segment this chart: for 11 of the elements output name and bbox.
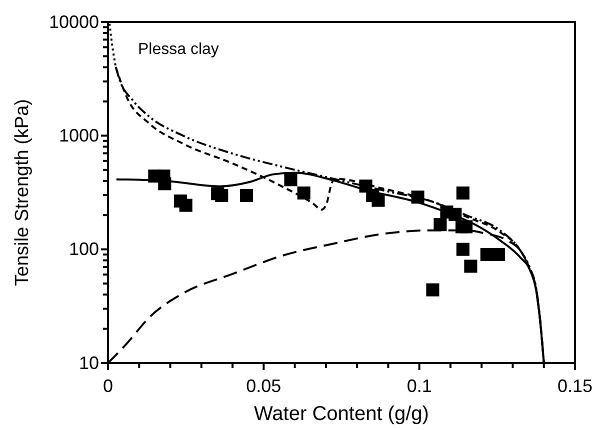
y-tick-label: 10000	[48, 12, 99, 32]
x-tick-label: 0.1	[406, 376, 432, 396]
x-axis-title: Water Content (g/g)	[254, 403, 429, 425]
x-tick-label: 0	[102, 376, 114, 396]
y-tick-label: 100	[68, 239, 99, 260]
y-tick-label: 1000	[58, 125, 99, 146]
y-axis-title: Tensile Strength (kPa)	[12, 99, 33, 286]
x-tick-label: 0.15	[557, 376, 593, 396]
annotation: Plessa clay	[138, 41, 219, 58]
x-tick-label: 0.05	[246, 376, 282, 396]
y-tick-label: 10	[78, 352, 99, 373]
